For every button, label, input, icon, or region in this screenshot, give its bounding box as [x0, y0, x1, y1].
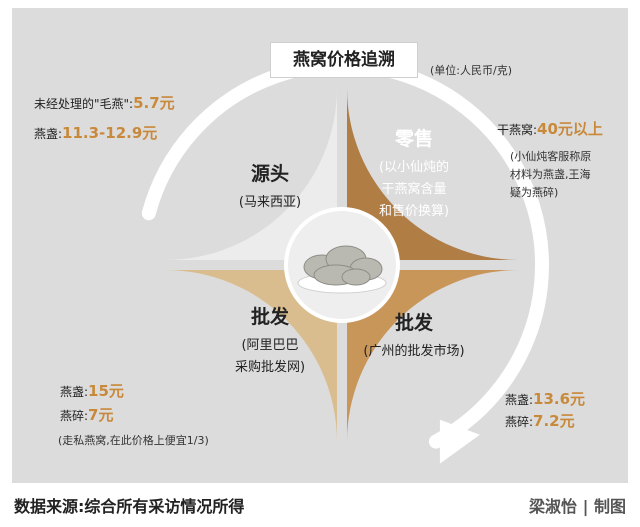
credit: 梁淑怡 | 制图 — [529, 497, 626, 516]
retail-note-line: (小仙炖客服称原 — [510, 150, 592, 163]
pie-slice-source — [165, 88, 337, 260]
slice-title-source: 源头 — [251, 162, 289, 185]
source-price-cup: 燕盏:11.3-12.9元 — [34, 122, 157, 143]
source-price-raw: 未经处理的"毛燕":5.7元 — [34, 92, 175, 113]
price-value: 11.3-12.9元 — [62, 124, 158, 142]
cycle-arrow — [141, 58, 549, 464]
slice-subtitle-retail: 干燕窝含量 — [381, 181, 446, 197]
nest-piece-icon — [341, 268, 371, 286]
slice-subtitle-retail: (以小仙炖的 — [379, 159, 449, 175]
guangzhou-price-cup: 燕盏:13.6元 — [505, 388, 585, 409]
price-value: 15元 — [88, 382, 124, 400]
alibaba-note: (走私燕窝,在此价格上便宜1/3) — [58, 434, 209, 447]
retail-note-line: 疑为燕碎) — [510, 186, 559, 199]
price-value: 7.2元 — [533, 412, 575, 430]
price-label: 燕碎: — [505, 415, 534, 429]
pie-slice-wholesale_alibaba — [165, 270, 337, 442]
price-label: 燕盏: — [34, 127, 63, 141]
slice-title-retail: 零售 — [394, 127, 433, 150]
pie-slice-retail — [347, 88, 519, 260]
price-value: 5.7元 — [133, 94, 175, 112]
bird-nest-image — [284, 207, 400, 323]
slice-subtitle-source: (马来西亚) — [239, 195, 301, 210]
cycle-arrow-band — [141, 58, 549, 449]
slice-subtitle-wholesale_alibaba: 采购批发网) — [235, 359, 305, 375]
retail-price: 干燕窝:40元以上 — [497, 118, 603, 139]
price-value: 13.6元 — [533, 390, 586, 408]
price-value: 7元 — [88, 406, 114, 424]
chart-title: 燕窝价格追溯 — [270, 42, 418, 78]
retail-note-line: 材料为燕盏,王海 — [510, 168, 591, 181]
slice-subtitle-wholesale_guangzhou: (广州的批发市场) — [363, 343, 464, 359]
cycle-arrow-head — [439, 419, 480, 464]
alibaba-price-pieces: 燕碎:7元 — [60, 404, 113, 425]
data-source: 数据来源:综合所有采访情况所得 — [14, 497, 245, 516]
price-label: 燕盏: — [505, 393, 534, 407]
slice-title-wholesale_guangzhou: 批发 — [395, 311, 434, 334]
retail-note: (小仙炖客服称原 材料为燕盏,王海 疑为燕碎) — [510, 148, 591, 202]
price-label: 燕碎: — [60, 409, 89, 423]
slice-title-wholesale_alibaba: 批发 — [251, 305, 290, 328]
guangzhou-price-pieces: 燕碎:7.2元 — [505, 410, 575, 431]
pie-slice-wholesale_guangzhou — [347, 270, 519, 442]
unit-label: (单位:人民币/克) — [430, 64, 512, 77]
price-label: 干燕窝: — [497, 123, 538, 137]
alibaba-price-cup: 燕盏:15元 — [60, 380, 124, 401]
price-label: 燕盏: — [60, 385, 89, 399]
slice-subtitle-wholesale_alibaba: (阿里巴巴 — [241, 338, 298, 353]
price-label: 未经处理的"毛燕": — [34, 97, 134, 111]
price-value: 40元以上 — [537, 120, 603, 138]
slice-subtitle-retail: 和售价换算) — [379, 203, 449, 219]
